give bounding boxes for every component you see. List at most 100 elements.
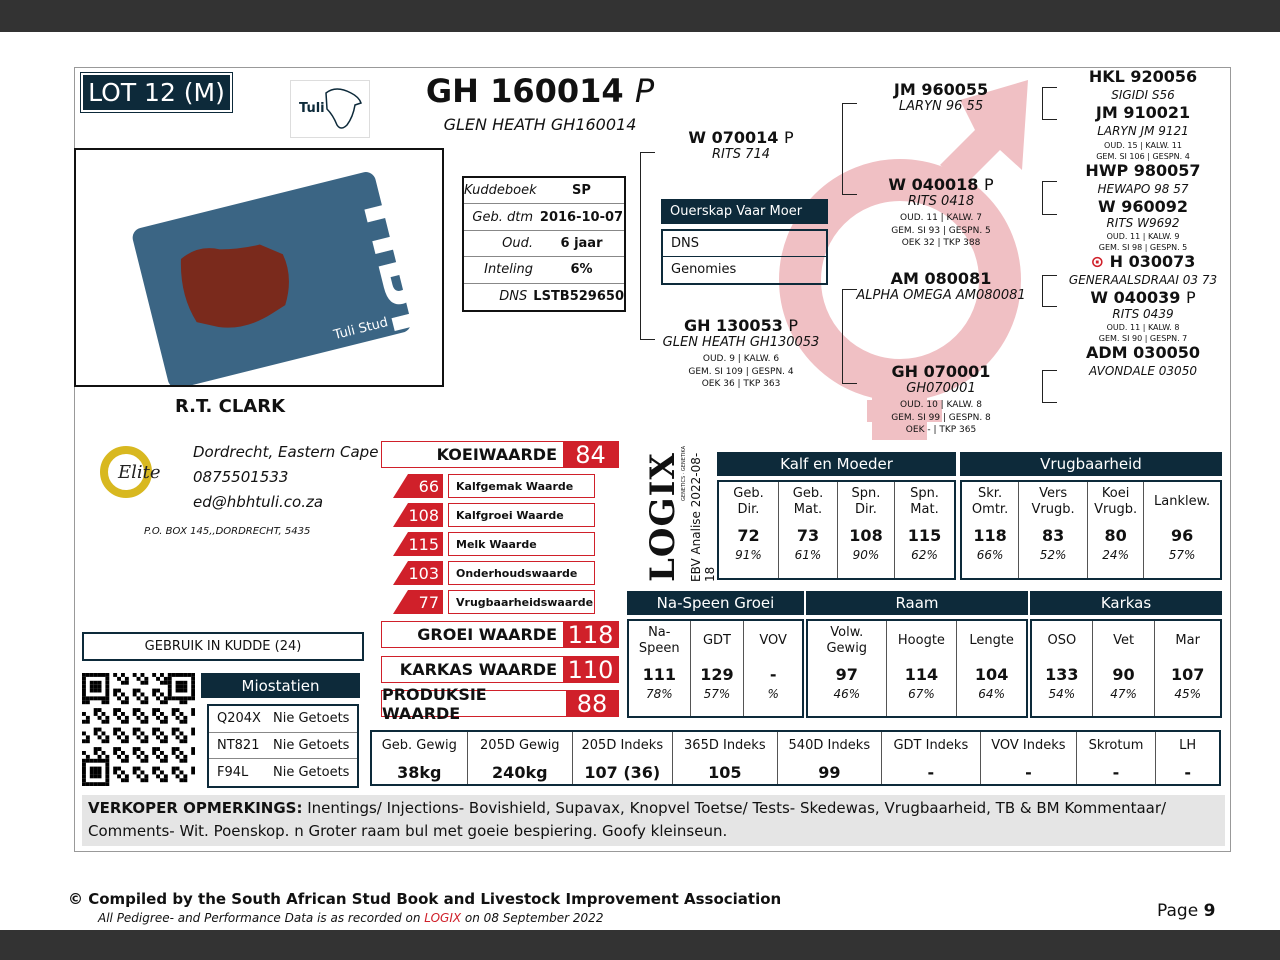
dam-dam[interactable]: GH 070001 GH070001 OUD. 10 | KALW. 8 GEM. S… (891, 362, 991, 435)
weight-value: 240kg (492, 762, 548, 782)
weights-table: Geb. Gewig 38kg 205D Gewig 240kg 205D Indeks… (370, 730, 1221, 786)
logix-logo: LOGIX GENETICS · GENETIKA EBV Analise 20… (643, 446, 717, 582)
ct-logo-icon: ⊙ (1090, 252, 1105, 271)
qr-code[interactable] (82, 673, 195, 786)
ebv-accuracy: 78% (645, 687, 673, 701)
myostatin-header: Miostatien (201, 673, 360, 698)
sub-value-row: 77 Vrugbaarheidswaarde (393, 590, 595, 614)
ebv-value: 80 (1104, 525, 1127, 545)
ebv-column: GDT 129 57% (691, 621, 745, 716)
ebv-group-header: Vrugbaarheid (960, 452, 1222, 476)
ebv-value: 129 (700, 664, 734, 684)
ebv-value: 108 (849, 525, 883, 545)
footer-note: All Pedigree- and Performance Data is as… (98, 911, 604, 925)
weight-label: Skrotum (1088, 738, 1144, 753)
herdbook-row: DNS LSTB529650 (499, 289, 624, 305)
ebv-label: Vet (1113, 633, 1135, 648)
ebv-label: VOV (759, 633, 787, 648)
ebv-group-header: Raam (806, 591, 1028, 615)
ebv-value: 83 (1041, 525, 1065, 545)
parentage-genomies: Genomies (671, 262, 737, 277)
ggp-ssd[interactable]: JM 910021 LARYN JM 9121 OUD. 15 | KALW. 11… (1095, 103, 1191, 162)
weight-value: 99 (818, 762, 841, 782)
ggp-sds[interactable]: HWP 980057 HEWAPO 98 57 (1085, 161, 1201, 197)
dam-sire[interactable]: AM 080081 ALPHA OMEGA AM080081 (856, 269, 1026, 303)
weight-label: VOV Indeks (991, 738, 1066, 753)
weight-label: 205D Gewig (480, 738, 560, 753)
lot-card (74, 67, 1231, 852)
ebv-accuracy: 24% (1102, 548, 1129, 562)
sub-value-row: 66 Kalfgemak Waarde (393, 474, 595, 498)
elite-logo: Elite (88, 438, 166, 506)
ebv-table: OSO 133 54% Vet 90 47% Mar 107 45% (1030, 619, 1222, 718)
weight-label: GDT Indeks (893, 738, 969, 753)
ebv-label: Koei Vrugb. (1094, 486, 1138, 517)
male-symbol-watermark (779, 80, 1028, 440)
breeder-email[interactable]: ed@hbhtuli.co.za (193, 493, 324, 511)
groei-waarde: GROEI WAARDE 118 (381, 621, 619, 649)
animal-photo: HBH Tuli Stud (74, 148, 444, 387)
ggp-dss[interactable]: ⊙ H 030073 GENERAALSDRAAI 03 73 (1068, 252, 1218, 288)
weight-column: 540D Indeks 99 (778, 732, 882, 784)
sire-dam[interactable]: W 040018 P RITS 0418 OUD. 11 | KALW. 7 GEM.… (888, 175, 994, 248)
sub-value-row: 115 Melk Waarde (393, 532, 595, 556)
ebv-accuracy: 45% (1174, 687, 1202, 701)
parentage-dns: DNS (663, 231, 826, 257)
hbh-card-image: HBH Tuli Stud (132, 172, 442, 385)
weight-value: 38kg (397, 762, 442, 782)
ebv-column: Hoogte 114 67% (887, 621, 958, 716)
sub-value-row: 108 Kalfgroei Waarde (393, 503, 595, 527)
pedigree-bracket (1042, 87, 1057, 120)
ebv-label: Hoogte (897, 633, 945, 648)
ebv-table: Skr. Omtr. 118 66% Vers Vrugb. 83 52% Koei Vru… (960, 480, 1222, 580)
parentage-header: Ouerskap Vaar Moer (661, 199, 828, 224)
weight-column: LH - (1156, 732, 1219, 784)
dam[interactable]: GH 130053 P GLEN HEATH GH130053 OUD. 9 | K… (662, 316, 820, 389)
ebv-value: 72 (737, 525, 760, 545)
ebv-accuracy: 46% (833, 687, 861, 701)
ebv-value: - (769, 664, 777, 684)
ebv-column: Lanklew. 96 57% (1144, 482, 1220, 578)
ebv-accuracy: 61% (794, 548, 822, 562)
ebv-label: OSO (1047, 633, 1077, 648)
breeder-phone: 0875501533 (193, 468, 289, 486)
breeder-address: P.O. BOX 145,,DORDRECHT, 5435 (144, 526, 311, 537)
ebv-column: Spn. Dir. 108 90% (838, 482, 896, 578)
ggp-sss[interactable]: HKL 920056 SIGIDI S56 (1088, 67, 1198, 103)
pedigree-bracket (1042, 370, 1057, 403)
sire[interactable]: W 070014 P RITS 714 (688, 128, 794, 162)
ebv-column: OSO 133 54% (1032, 621, 1093, 716)
ebv-accuracy: % (767, 687, 779, 701)
page-number: Page 9 (1157, 901, 1216, 921)
sub-values: 66 Kalfgemak Waarde 108 Kalfgroei Waarde 1… (393, 474, 595, 614)
myostatin-row: Q204X Nie Getoets (209, 706, 357, 733)
great-grandparents: HKL 920056 SIGIDI S56 JM 910021 LARYN JM 9… (1063, 68, 1223, 380)
ggp-dds[interactable]: ADM 030050 AVONDALE 03050 (1086, 343, 1200, 379)
weight-label: 540D Indeks (788, 738, 871, 753)
weight-column: VOV Indeks - (981, 732, 1077, 784)
ebv-label: Mar (1175, 633, 1200, 648)
ebv-label: Vers Vrugb. (1031, 486, 1075, 517)
weight-value: - (1025, 762, 1032, 782)
bottom-bar (0, 930, 1280, 960)
ebv-value: 73 (796, 525, 820, 545)
ebv-group-header: Kalf en Moeder (717, 452, 956, 476)
animal-name: GLEN HEATH GH160014 (443, 115, 637, 134)
ebv-column: VOV -% (744, 621, 802, 716)
footer-copyright: © Compiled by the South African Stud Boo… (68, 890, 782, 908)
ebv-label: Lengte (969, 633, 1014, 648)
pedigree-bracket (842, 103, 857, 195)
ebv-column: Vet 90 47% (1093, 621, 1156, 716)
weight-value: 105 (708, 762, 742, 782)
weight-column: 205D Indeks 107 (36) (573, 732, 673, 784)
animal-id: GH 160014 P (425, 72, 655, 110)
breeder-name: R.T. CLARK (174, 396, 286, 417)
ggp-sdd[interactable]: W 960092 RITS W9692 OUD. 11 | KALW. 9 GEM. … (1097, 197, 1188, 253)
svg-text:Elite: Elite (117, 462, 161, 483)
ebv-value: 118 (973, 525, 1007, 545)
weight-column: Skrotum - (1077, 732, 1157, 784)
sire-sire[interactable]: JM 960055 LARYN 96 55 (893, 80, 989, 114)
ebv-column: Geb. Dir. 72 91% (719, 482, 779, 578)
ebv-column: Geb. Mat. 73 61% (779, 482, 838, 578)
ggp-dsd[interactable]: W 040039 P RITS 0439 OUD. 11 | KALW. 8 GEM.… (1090, 288, 1196, 344)
